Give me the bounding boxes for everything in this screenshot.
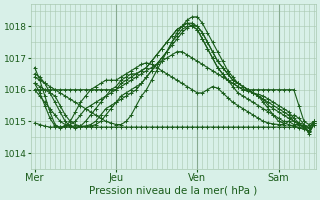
X-axis label: Pression niveau de la mer( hPa ): Pression niveau de la mer( hPa ) [90, 186, 258, 196]
